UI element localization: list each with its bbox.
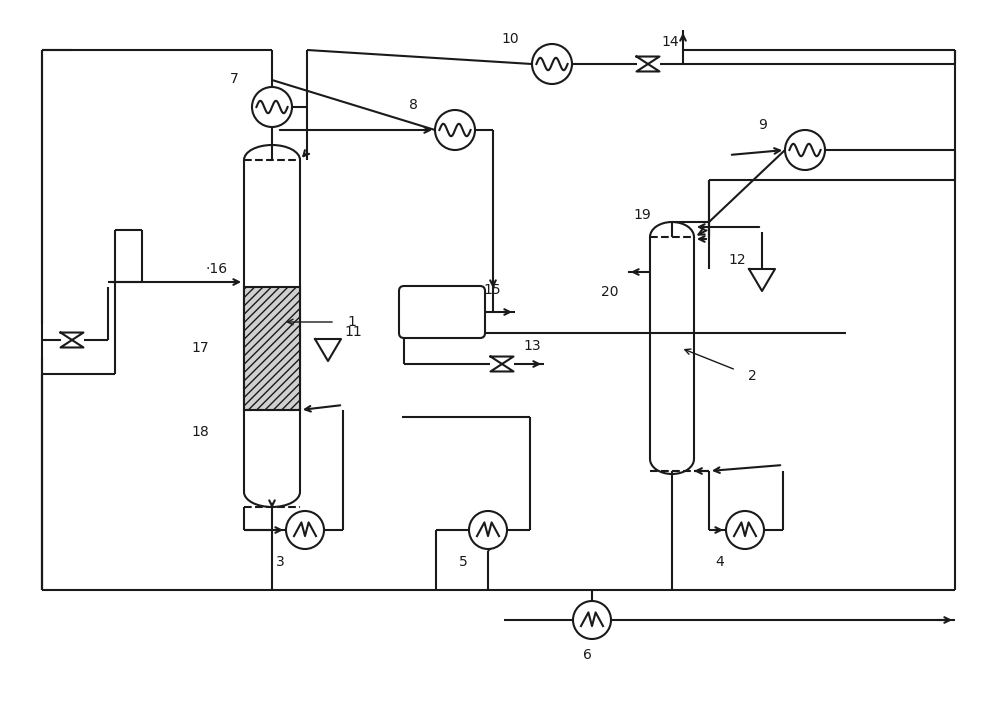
- Text: 20: 20: [601, 285, 619, 299]
- Text: 6: 6: [583, 648, 591, 662]
- Text: ·16: ·16: [206, 262, 228, 276]
- Bar: [244, 287, 300, 410]
- Text: 1: 1: [348, 315, 356, 329]
- Circle shape: [785, 130, 825, 170]
- Circle shape: [286, 511, 324, 549]
- Polygon shape: [749, 269, 775, 291]
- Circle shape: [252, 87, 292, 127]
- Polygon shape: [490, 357, 514, 371]
- Text: 19: 19: [633, 208, 651, 222]
- Polygon shape: [315, 339, 341, 361]
- Text: 12: 12: [728, 253, 746, 267]
- Circle shape: [435, 110, 475, 150]
- Text: 10: 10: [501, 32, 519, 46]
- Text: 11: 11: [344, 325, 362, 339]
- FancyBboxPatch shape: [399, 286, 485, 338]
- Text: 8: 8: [409, 98, 417, 112]
- Text: 3: 3: [276, 555, 284, 569]
- Text: 13: 13: [523, 339, 541, 353]
- Circle shape: [726, 511, 764, 549]
- Circle shape: [469, 511, 507, 549]
- Text: 2: 2: [748, 369, 756, 383]
- Text: 14: 14: [661, 35, 679, 49]
- Polygon shape: [60, 333, 84, 347]
- Circle shape: [532, 44, 572, 84]
- Text: 7: 7: [230, 72, 238, 86]
- Text: 17: 17: [191, 341, 209, 355]
- Circle shape: [573, 601, 611, 639]
- Polygon shape: [637, 57, 660, 72]
- Text: 5: 5: [459, 555, 467, 569]
- Text: 9: 9: [759, 118, 767, 132]
- Text: 18: 18: [191, 425, 209, 439]
- Text: 15: 15: [483, 283, 501, 297]
- Text: 4: 4: [716, 555, 724, 569]
